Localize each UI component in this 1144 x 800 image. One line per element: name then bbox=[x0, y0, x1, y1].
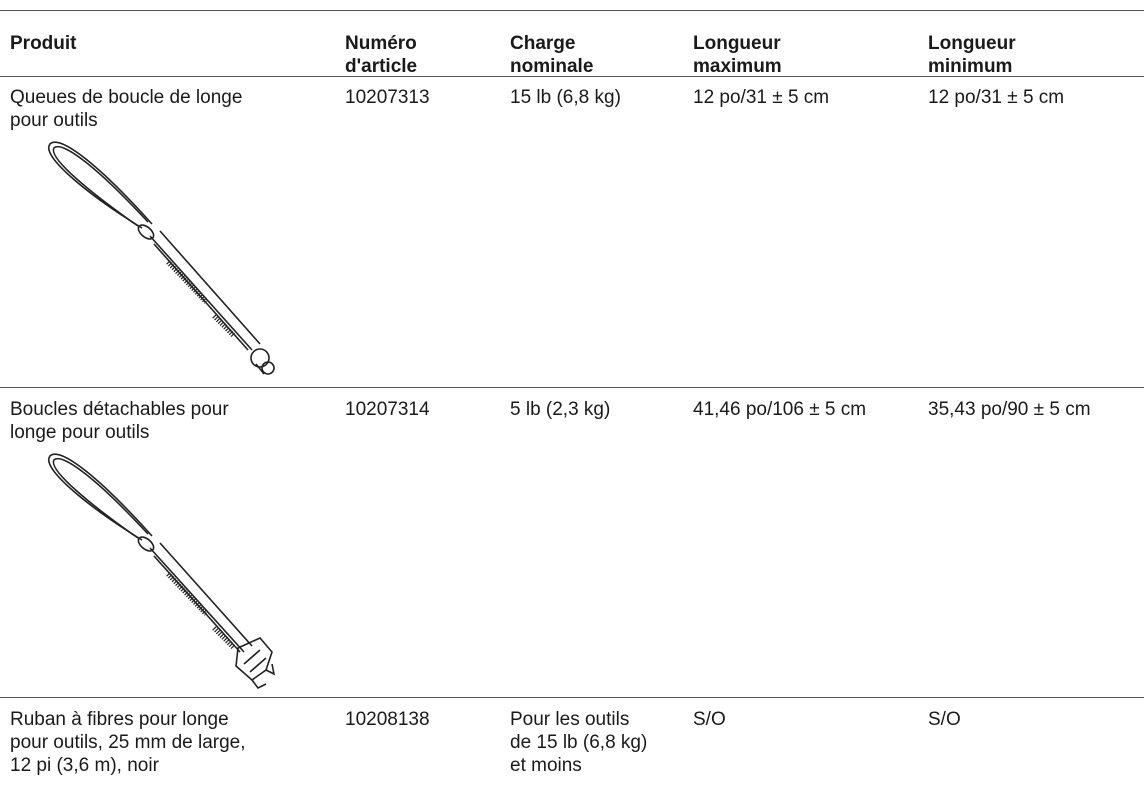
row-rule bbox=[0, 697, 1144, 698]
cell-text: 15 lb (6,8 kg) bbox=[510, 87, 621, 108]
header-cell-text: Longueur bbox=[928, 33, 1016, 54]
cell-text: pour outils, 25 mm de large, bbox=[10, 732, 246, 753]
header-cell-text: nominale bbox=[510, 56, 594, 77]
cell-text: 10208138 bbox=[345, 709, 430, 730]
tool-loop-tail-illustration bbox=[47, 141, 275, 375]
cell-text: Pour les outils bbox=[510, 709, 630, 730]
table-top-rule bbox=[0, 10, 1144, 11]
header-cell-text: Charge bbox=[510, 33, 576, 54]
cell-text: 12 pi (3,6 m), noir bbox=[10, 755, 159, 776]
cell-text: Ruban à fibres pour longe bbox=[10, 709, 229, 730]
cell-text: 12 po/31 ± 5 cm bbox=[928, 87, 1065, 108]
header-cell-text: Longueur bbox=[693, 33, 781, 54]
header-rule bbox=[0, 76, 1144, 77]
cell-text: de 15 lb (6,8 kg) bbox=[510, 732, 648, 753]
cell-text: et moins bbox=[510, 755, 582, 776]
cell-text: 5 lb (2,3 kg) bbox=[510, 399, 611, 420]
cell-text: S/O bbox=[693, 709, 726, 730]
header-cell-text: Numéro bbox=[345, 33, 417, 54]
header-cell-text: d'article bbox=[345, 56, 418, 77]
detachable-loop-illustration bbox=[47, 453, 276, 690]
cell-text: Queues de boucle de longe bbox=[10, 87, 243, 108]
cell-text: Boucles détachables pour bbox=[10, 399, 229, 420]
cell-text: S/O bbox=[928, 709, 961, 730]
header-cell-text: maximum bbox=[693, 56, 782, 77]
cell-text: 41,46 po/106 ± 5 cm bbox=[693, 399, 867, 420]
header-cell-text: minimum bbox=[928, 56, 1013, 77]
cell-text: 10207313 bbox=[345, 87, 430, 108]
cell-text: pour outils bbox=[10, 110, 98, 131]
row-rule bbox=[0, 387, 1144, 388]
cell-text: 10207314 bbox=[345, 399, 430, 420]
cell-text: longe pour outils bbox=[10, 422, 150, 443]
cell-text: 35,43 po/90 ± 5 cm bbox=[928, 399, 1091, 420]
header-cell-text: Produit bbox=[10, 33, 77, 54]
cell-text: 12 po/31 ± 5 cm bbox=[693, 87, 830, 108]
